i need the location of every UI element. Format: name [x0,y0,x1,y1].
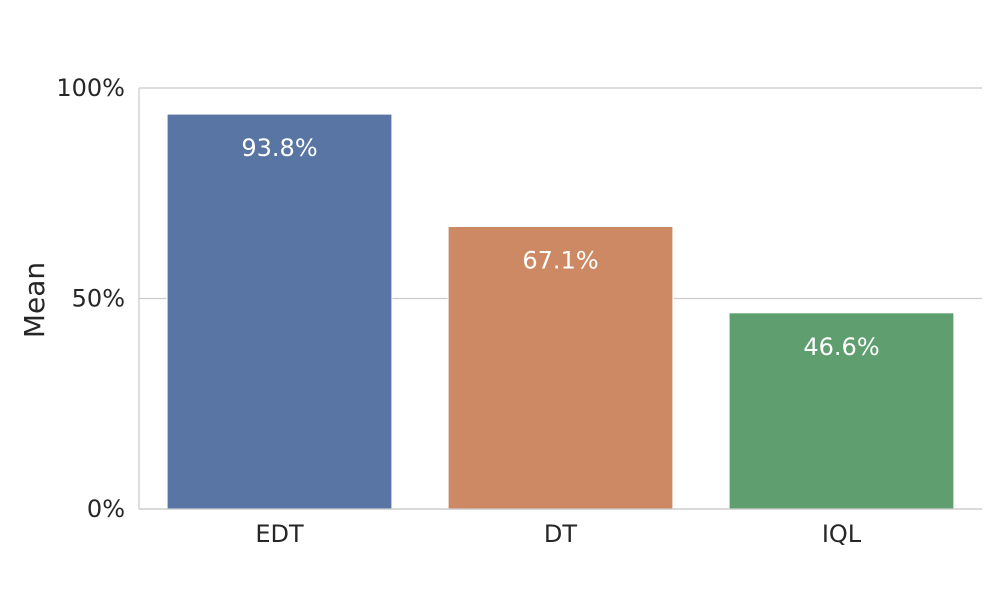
data-label: 67.1% [522,247,598,275]
y-tick-labels: 0% 50% 100% [56,74,125,523]
bars [166,113,955,510]
data-label: 46.6% [803,333,879,361]
x-tick-label: EDT [255,520,304,548]
bar-iql [728,312,955,510]
y-axis-title: Mean [18,262,51,338]
axes [138,88,982,510]
y-tick-label: 100% [56,74,125,102]
y-tick-label: 0% [87,495,125,523]
data-label: 93.8% [241,134,317,162]
x-tick-label: DT [544,520,577,548]
x-tick-label: IQL [822,520,862,548]
bar-edt [166,113,393,510]
x-tick-labels: EDT DT IQL [255,520,861,548]
data-labels: 93.8% 67.1% 46.6% [241,134,879,361]
y-tick-label: 50% [72,285,125,313]
bar-dt [447,226,674,510]
